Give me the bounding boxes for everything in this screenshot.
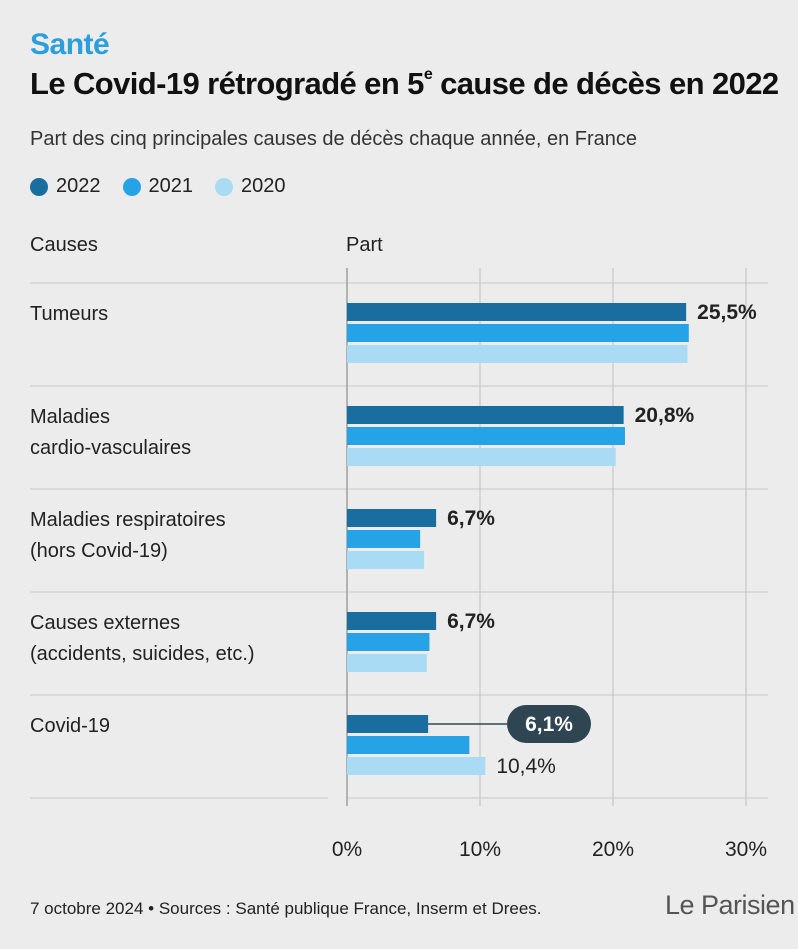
category-label-line: cardio-vasculaires [30,437,192,459]
bar-2021 [347,427,625,445]
bar-2020 [347,345,688,363]
legend-swatch-2022 [30,177,48,196]
category-label-line: Covid-19 [30,715,111,737]
category-label-line: Maladies respiratoires [30,509,226,531]
x-tick-label: 20% [592,838,634,861]
category-label-line: Tumeurs [30,303,109,325]
x-tick-label: 10% [459,838,501,861]
legend-label-2021: 2021 [148,175,194,197]
x-tick-label: 0% [332,838,362,861]
chart-subtitle: Part des cinq principales causes de décè… [30,128,638,150]
category-label-line: Causes externes [30,612,181,634]
x-tick-label: 30% [725,838,767,861]
data-label: 10,4% [496,755,556,778]
category-label-line: (accidents, suicides, etc.) [30,643,255,665]
kicker: Santé [30,28,110,61]
bar-2020 [347,551,425,569]
legend-swatch-2020 [215,177,233,196]
data-label: 20,8% [635,404,695,427]
category-label: Causes externes (accidents, suicides, etc… [30,608,255,670]
legend-label-2020: 2020 [241,175,286,197]
data-label: 6,7% [447,507,495,530]
le-parisien-logo: Le Parisien [665,890,795,920]
callout-badge [507,705,591,743]
category-label: Covid-19 [30,711,110,742]
legend-swatch-2021 [122,177,141,196]
category-label-line: Maladies [30,406,111,428]
bar-2021 [347,530,421,548]
bar-2022 [347,612,437,630]
footer-source: 7 octobre 2024 • Sources : Santé publiqu… [30,899,542,918]
legend-item-2021: 2021 [122,175,194,198]
bar-2021 [347,324,689,342]
legend-label-2022: 2022 [56,175,101,197]
legend-item-2020: 2020 [215,175,286,198]
category-label-line: (hors Covid-19) [30,540,168,562]
bar-2022 [347,303,687,321]
column-header-part: Part [346,234,383,256]
bar-2022 [347,509,437,527]
chart-title: Le Covid-19 rétrogradé en 5e cause de dé… [30,66,779,102]
data-label-callout: 6,1% [525,713,573,736]
bar-2020 [347,757,486,775]
category-label: Maladies cardio-vasculaires [30,402,191,464]
legend-item-2022: 2022 [30,175,101,198]
bar-2022 [347,715,429,733]
data-label: 6,7% [447,610,495,633]
title-end: cause de décès en 2022 [432,66,779,101]
category-label: Tumeurs [30,299,108,330]
title-superscript: e [423,66,433,83]
bar-2022 [347,406,624,424]
column-header-causes: Causes [30,234,98,256]
bar-2021 [347,633,430,651]
title-main: Le Covid-19 rétrogradé en 5 [30,66,424,101]
data-label: 25,5% [697,301,757,324]
bar-2020 [347,654,427,672]
bar-2021 [347,736,470,754]
category-label: Maladies respiratoires (hors Covid-19) [30,505,226,567]
bar-2020 [347,448,616,466]
legend: 2022 2021 2020 [30,175,308,198]
